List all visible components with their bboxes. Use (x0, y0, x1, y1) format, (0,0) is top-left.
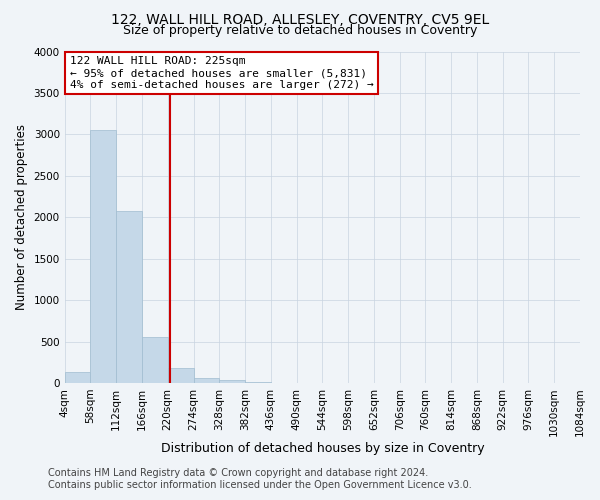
Text: 122, WALL HILL ROAD, ALLESLEY, COVENTRY, CV5 9EL: 122, WALL HILL ROAD, ALLESLEY, COVENTRY,… (111, 12, 489, 26)
Text: Size of property relative to detached houses in Coventry: Size of property relative to detached ho… (123, 24, 477, 37)
X-axis label: Distribution of detached houses by size in Coventry: Distribution of detached houses by size … (161, 442, 484, 455)
Bar (168, 368, 193, 383)
Text: 122 WALL HILL ROAD: 225sqm
← 95% of detached houses are smaller (5,831)
4% of se: 122 WALL HILL ROAD: 225sqm ← 95% of deta… (70, 56, 374, 90)
Bar (245, 382, 271, 383)
Bar (193, 378, 219, 383)
Bar (65, 372, 91, 383)
Text: Contains HM Land Registry data © Crown copyright and database right 2024.
Contai: Contains HM Land Registry data © Crown c… (48, 468, 472, 490)
Bar (91, 130, 116, 383)
Bar (116, 212, 142, 383)
Bar (142, 336, 168, 383)
Bar (219, 380, 245, 383)
Y-axis label: Number of detached properties: Number of detached properties (15, 124, 28, 310)
